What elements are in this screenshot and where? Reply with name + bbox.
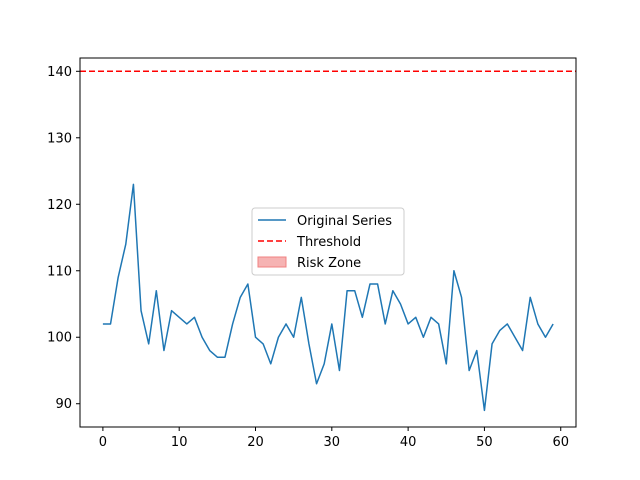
axes-frame — [79, 57, 577, 428]
x-tick-label: 60 — [552, 435, 569, 450]
legend-swatch-risk-zone — [257, 256, 287, 268]
series-layer — [80, 70, 576, 412]
ticks-layer: 0 10 20 30 40 50 60 90 100 110 120 130 140 — [47, 65, 569, 450]
x-tick-label: 50 — [476, 435, 493, 450]
x-tick-label: 40 — [400, 435, 417, 450]
legend-label-original-series: Original Series — [297, 214, 392, 229]
legend-label-threshold: Threshold — [296, 235, 361, 250]
x-tick-label: 10 — [171, 435, 188, 450]
legend-label-risk-zone: Risk Zone — [297, 256, 361, 271]
y-tick-label: 120 — [47, 198, 72, 213]
x-tick-label: 20 — [247, 435, 264, 450]
y-tick-label: 110 — [47, 264, 72, 279]
x-tick-label: 30 — [324, 435, 341, 450]
y-tick-label: 130 — [47, 131, 72, 146]
legend-box — [251, 207, 405, 276]
y-tick-label: 140 — [47, 65, 72, 80]
x-tick-label: 0 — [99, 435, 107, 450]
series-line-original-series — [102, 183, 554, 412]
y-tick-label: 100 — [47, 331, 72, 346]
y-tick-label: 90 — [55, 397, 72, 412]
legend: Original Series Threshold Risk Zone — [251, 207, 405, 276]
